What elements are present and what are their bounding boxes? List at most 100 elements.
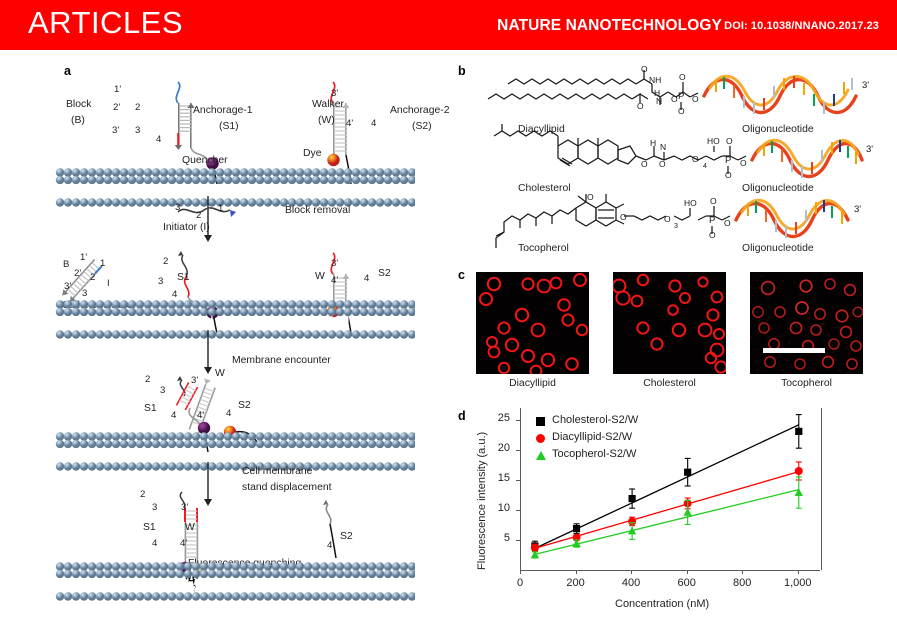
step3-W: W [215, 368, 225, 380]
cell-membrane-step4 [55, 562, 415, 602]
chart-y-tick-label: 25 [484, 412, 510, 424]
tocopherol-3prime: 3' [854, 204, 861, 215]
step3-4prime: 4' [197, 410, 204, 421]
panel-d-letter: d [458, 409, 466, 423]
chart-x-tick-label: 1,000 [778, 577, 818, 589]
svg-text:O: O [620, 212, 627, 222]
micrograph-tocopherol [750, 272, 863, 374]
step2-S2-label: S2 [378, 268, 391, 280]
svg-text:O: O [671, 94, 678, 104]
initiator-domain-3: 3 [175, 202, 180, 213]
micrograph-label-cholesterol: Cholesterol [613, 378, 726, 389]
step4-S2: S2 [340, 531, 353, 543]
step2-s1-label: S1 [177, 272, 190, 284]
svg-text:H: H [650, 138, 656, 148]
step3-s2: S2 [238, 400, 251, 412]
step3-caption-line1: Cell membrane [242, 466, 312, 478]
svg-text:HO: HO [684, 198, 697, 208]
block-label: Block [66, 99, 91, 111]
tocopherol-peg-subscript: 3 [674, 223, 678, 230]
svg-text:O: O [726, 136, 733, 146]
journal-title: NATURE NANOTECHNOLOGY [497, 17, 722, 35]
chart-data-point [795, 467, 803, 475]
chart-data-point [531, 544, 539, 552]
svg-text:O: O [692, 154, 699, 164]
step4-dom2: 2 [140, 489, 145, 500]
svg-text:O: O [641, 66, 648, 74]
step3-dom3: 3 [160, 385, 165, 396]
step2-w-4prime: 4' [331, 275, 338, 286]
chart-legend-label: Tocopherol-S2/W [552, 448, 636, 460]
step2-I: I [107, 278, 110, 289]
step2-3prime: 3' [64, 281, 71, 292]
step4-dom3: 3 [152, 502, 157, 513]
step2-s1-dom3: 3 [158, 276, 163, 287]
panel-c-letter: c [458, 268, 465, 282]
step3-dom4a: 4 [171, 410, 176, 421]
chart-y-tick-label: 5 [484, 532, 510, 544]
chart-y-tick [516, 420, 520, 421]
chart-y-tick [516, 510, 520, 511]
step2-1: 1 [100, 258, 105, 269]
cholesterol-peg-subscript: 4 [703, 163, 707, 170]
chart-data-point [795, 488, 803, 496]
domain-2: 2 [135, 102, 140, 113]
step4-dom4: 4 [152, 538, 157, 549]
header-section-label: ARTICLES [28, 5, 183, 41]
step4-W: W [185, 522, 195, 534]
walker-3prime: 3' [331, 88, 338, 99]
domain-2prime: 2' [113, 102, 120, 113]
svg-text:O: O [725, 170, 732, 180]
chart-y-tick [516, 480, 520, 481]
chart-x-tick-label: 0 [500, 577, 540, 589]
step3-dom2: 2 [145, 374, 150, 385]
step3-s1: S1 [144, 403, 157, 415]
chart-x-tick-label: 800 [722, 577, 762, 589]
micrograph-diacyllipid [476, 272, 589, 374]
diacyllipid-3prime: 3' [862, 80, 869, 91]
step2-3: 3 [82, 288, 87, 299]
domain-4: 4 [156, 134, 161, 145]
anchorage2-abbr: (S2) [412, 121, 432, 133]
svg-text:O: O [740, 158, 747, 168]
walker-4prime: 4' [346, 118, 353, 129]
step2-s1-dom2: 2 [163, 256, 168, 267]
step4-s2-dom4: 4 [327, 540, 332, 551]
svg-text:N: N [656, 96, 662, 106]
step2-W-label: W [315, 271, 325, 283]
chart-x-tick-label: 600 [667, 577, 707, 589]
svg-text:P: P [709, 215, 715, 226]
chart-data-point [795, 428, 802, 435]
walker-abbr: (W) [318, 115, 335, 127]
svg-text:O: O [679, 72, 686, 82]
step2-2prime: 2' [74, 268, 81, 279]
chart-x-tick-label: 200 [556, 577, 596, 589]
step3-3prime: 3' [191, 375, 198, 386]
svg-text:N: N [660, 142, 666, 152]
chart-legend-marker [536, 451, 546, 460]
doi-text: DOI: 10.1038/NNANO.2017.23 [724, 20, 879, 32]
membrane-encounter-label: Membrane encounter [232, 355, 331, 367]
chart-legend-marker [536, 434, 545, 443]
svg-text:O: O [678, 106, 685, 116]
svg-text:O: O [641, 159, 648, 169]
chart-data-point [628, 527, 636, 535]
chart-legend-label: Diacyllipid-S2/W [552, 431, 632, 443]
cell-membrane-step2 [55, 300, 415, 340]
tocopherol-oligo-label: Oligonucleotide [742, 243, 814, 254]
chart-y-tick-label: 10 [484, 502, 510, 514]
chart-y-tick-label: 20 [484, 442, 510, 454]
step2-s1-dom4: 4 [172, 289, 177, 300]
quencher-label: Quencher [182, 155, 228, 167]
step2-1prime: 1' [80, 252, 87, 263]
chart-x-axis [520, 570, 820, 571]
step2-w-3prime: 3' [331, 258, 338, 269]
step3-dom4b: 4 [226, 408, 231, 419]
svg-text:O: O [692, 94, 699, 104]
domain-3prime: 3' [112, 125, 119, 136]
micrograph-label-diacyllipid: Diacyllipid [476, 378, 589, 389]
svg-text:O: O [710, 196, 717, 206]
walker-label: Walker [312, 99, 344, 111]
svg-text:O: O [587, 192, 594, 202]
cholesterol-3prime: 3' [866, 144, 873, 155]
